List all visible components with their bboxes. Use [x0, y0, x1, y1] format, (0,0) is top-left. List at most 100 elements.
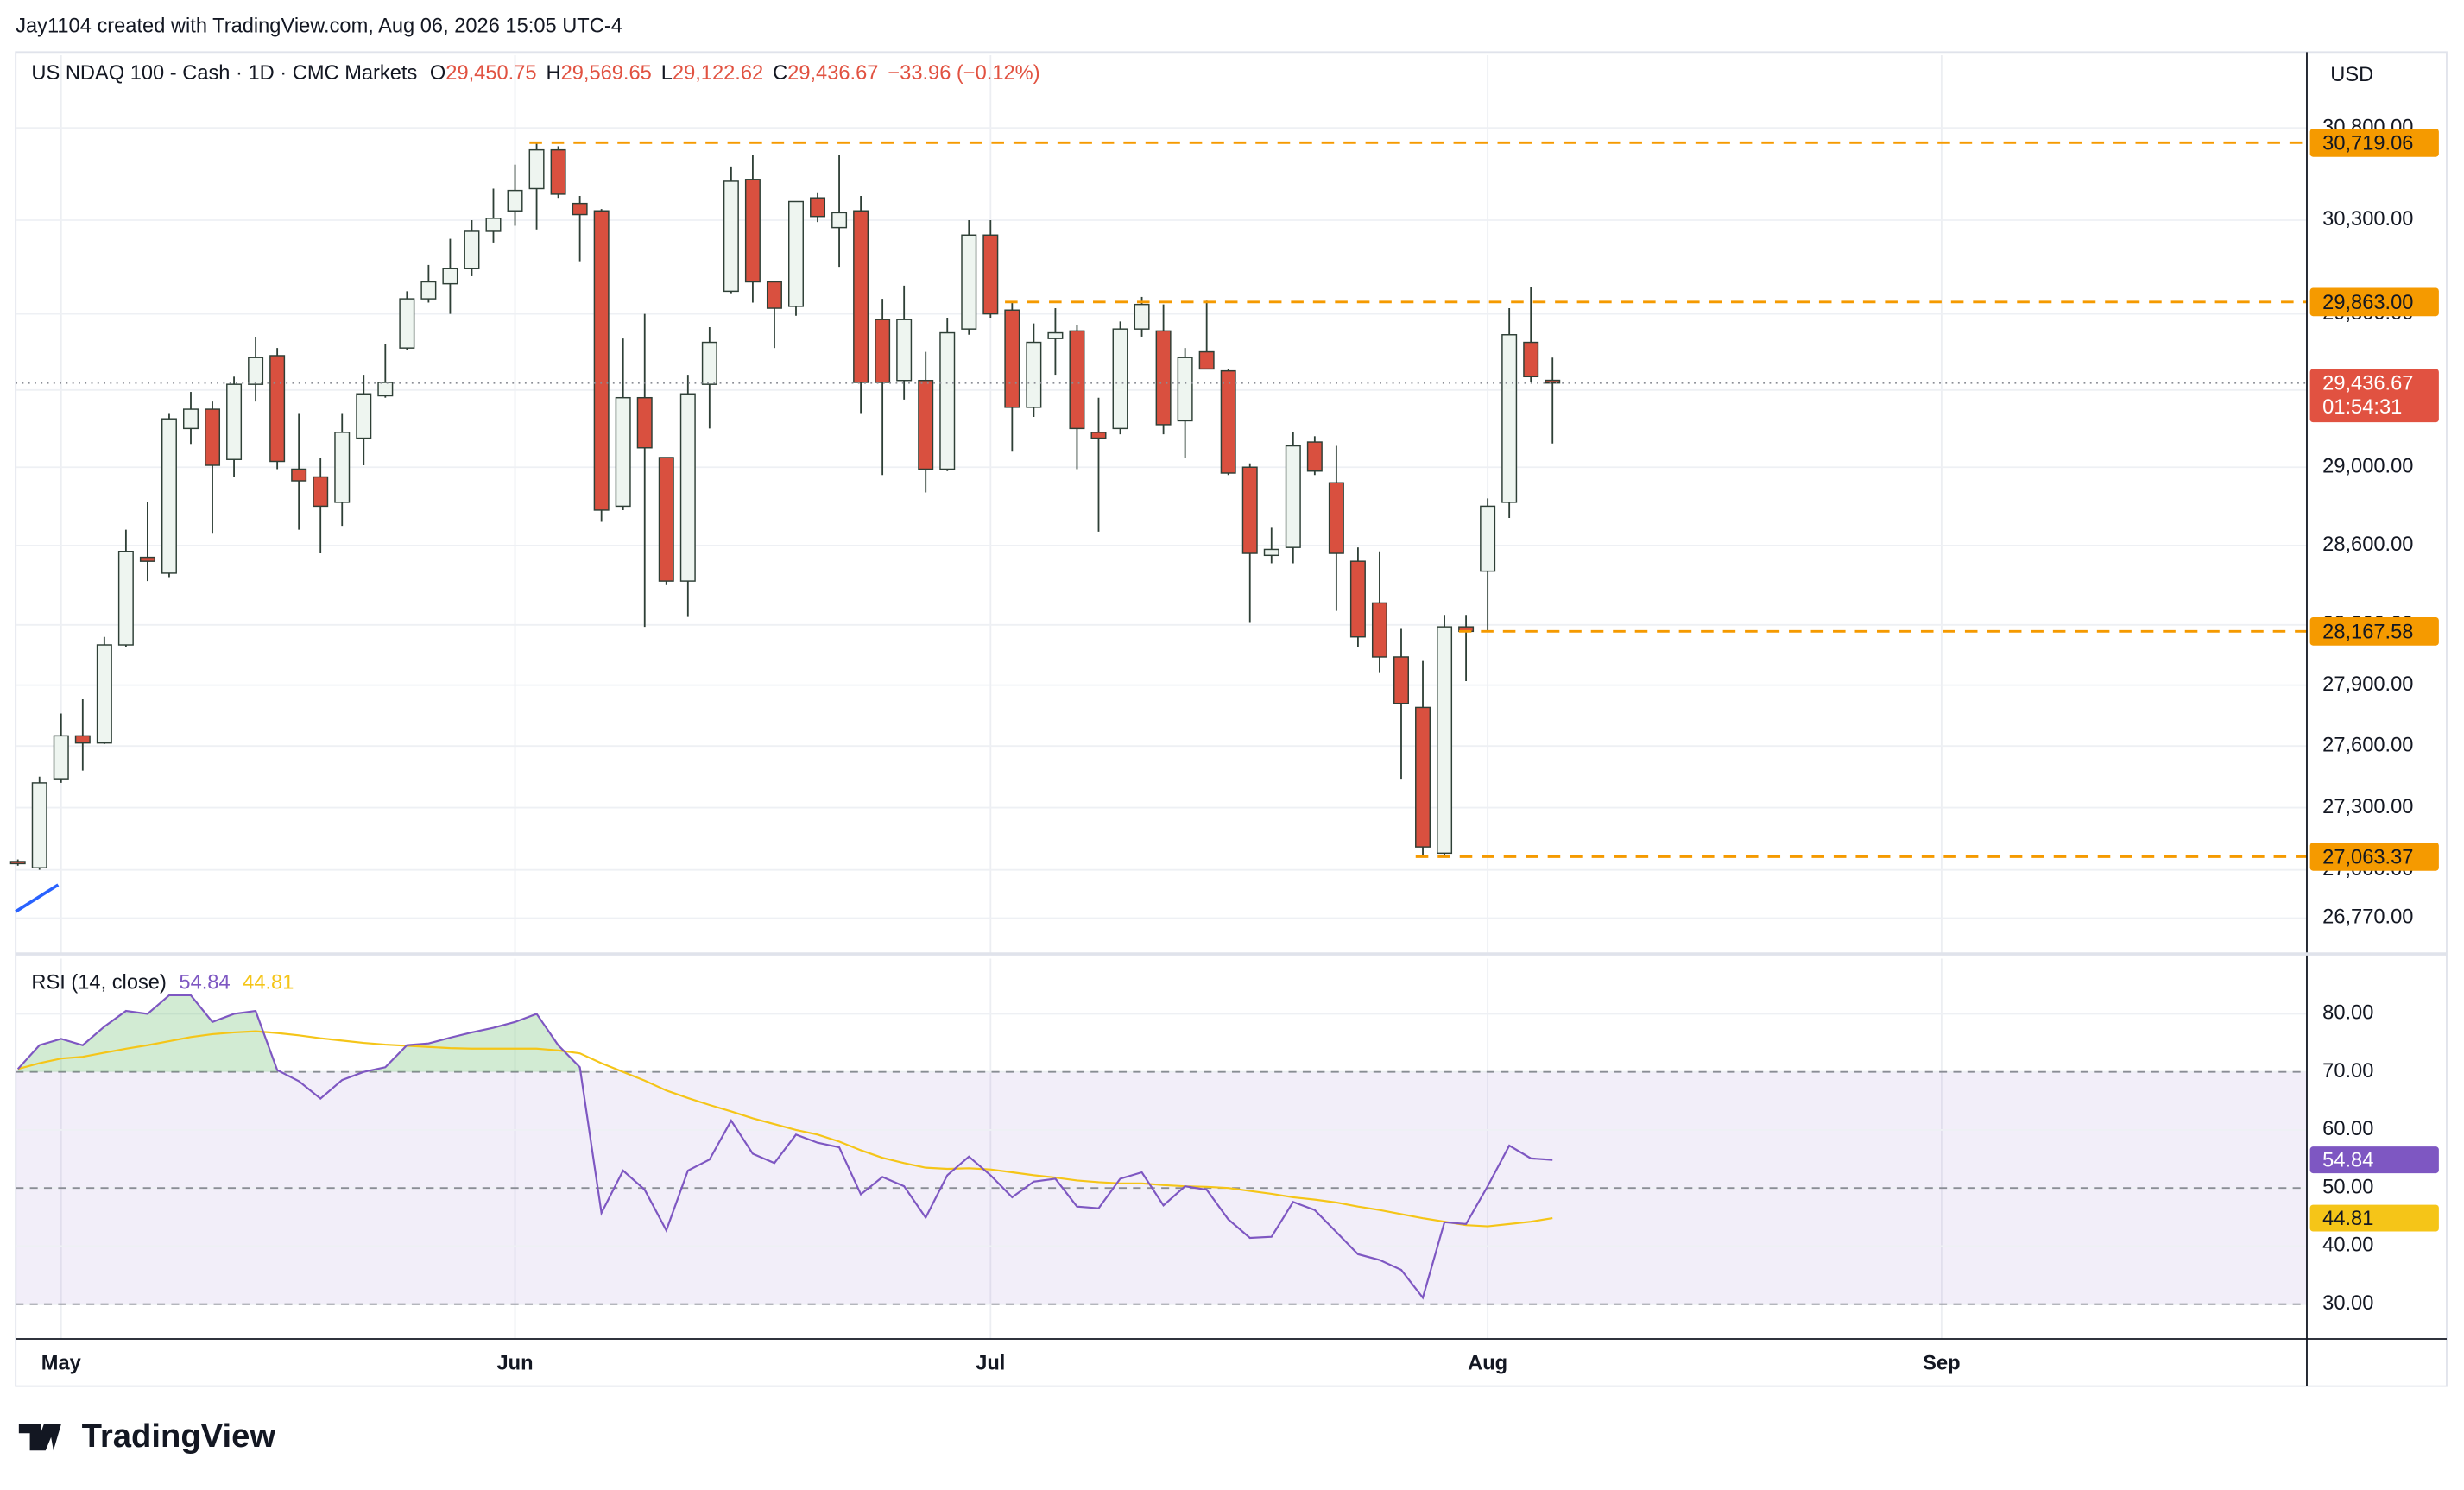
legend-title: US NDAQ 100 - Cash · 1D · CMC Markets — [31, 62, 417, 85]
candle-body — [1220, 369, 1236, 474]
candle-body — [744, 179, 761, 283]
y-tick-label: 50.00 — [2322, 1176, 2373, 1198]
legend-key: H — [546, 62, 560, 85]
candle-body — [1480, 505, 1496, 572]
candle-body — [572, 202, 588, 216]
price-line-box — [2309, 616, 2439, 646]
candle-body — [1285, 445, 1301, 548]
candle-body — [1501, 334, 1518, 503]
trend-line — [15, 883, 60, 913]
x-tick-label: Jul — [976, 1352, 1005, 1374]
price-line-box — [2309, 842, 2439, 871]
y-tick-label: 60.00 — [2322, 1118, 2373, 1140]
candle-body — [377, 382, 394, 397]
legend-value: 29,569.65 — [561, 62, 652, 85]
y-tick-label: 40.00 — [2322, 1234, 2373, 1257]
rsi-value-label: 44.81 — [2322, 1208, 2373, 1230]
currency: USD — [2330, 64, 2373, 86]
candle-body — [636, 396, 653, 449]
candle-body — [615, 396, 631, 508]
candle-body — [1090, 432, 1107, 439]
price-line-label: 27,063.37 — [2322, 846, 2413, 868]
candle-body — [96, 644, 112, 744]
rsi-value-label: 54.84 — [2322, 1150, 2373, 1172]
y-tick-label: 27,900.00 — [2322, 673, 2413, 696]
labels-layer: MayJunJulAugSep26,770.0027,000.0027,300.… — [31, 62, 2439, 1374]
credit: Jay1104 created with TradingView.com, Au… — [16, 15, 622, 37]
rsi-title: RSI (14, close) — [31, 972, 166, 994]
y-tick-label: 80.00 — [2322, 1002, 2373, 1025]
candle-body — [1523, 341, 1539, 378]
legend-change: −33.96 (−0.12%) — [888, 62, 1039, 85]
candle-body — [464, 230, 480, 269]
candle-body — [291, 468, 307, 482]
rsi-line — [16, 994, 1553, 1300]
y-tick-label: 28,600.00 — [2322, 533, 2413, 556]
marks-layer — [9, 141, 2307, 1300]
candle-body — [356, 393, 372, 439]
x-tick-label: Aug — [1468, 1352, 1507, 1374]
legend-value: 29,122.62 — [673, 62, 763, 85]
candle-body — [31, 782, 47, 868]
y-tick-label: 26,770.00 — [2322, 906, 2413, 929]
logo-text: TradingView — [82, 1417, 276, 1455]
candle-body — [1155, 330, 1172, 426]
candle-body — [139, 556, 155, 562]
y-tick-label: 30.00 — [2322, 1292, 2373, 1315]
last-price-label: 29,436.67 — [2322, 373, 2413, 395]
candle-body — [442, 268, 458, 285]
rsi-value-box — [2309, 1204, 2439, 1232]
candle-body — [74, 735, 91, 744]
candle-body — [1393, 656, 1409, 704]
legend: US NDAQ 100 - Cash · 1D · CMC Markets O 29… — [31, 62, 1039, 85]
candle-body — [9, 861, 26, 865]
candle-body — [1004, 309, 1020, 408]
legend-key: C — [773, 62, 787, 85]
legend-key: O — [430, 62, 445, 85]
candle-body — [1026, 341, 1042, 408]
candle-body — [53, 735, 69, 780]
candle-body — [117, 551, 134, 646]
candle-body — [982, 234, 999, 315]
legend-key: L — [661, 62, 673, 85]
y-tick-label: 27,600.00 — [2322, 734, 2413, 756]
candle-body — [1371, 602, 1387, 658]
candle-body — [420, 281, 437, 300]
candle-body — [161, 418, 177, 574]
price-line-label: 30,719.06 — [2322, 132, 2413, 155]
candle-body — [1198, 350, 1215, 370]
candle-body — [334, 432, 351, 503]
candle-body — [1112, 328, 1128, 430]
candle-body — [593, 210, 610, 511]
rsi-legend-value: 54.84 — [179, 972, 230, 994]
candle-body — [183, 408, 199, 430]
y-tick-label: 70.00 — [2322, 1060, 2373, 1083]
candle-body — [1306, 441, 1323, 472]
candle-body — [1263, 548, 1279, 557]
candle-body — [1328, 482, 1344, 554]
candle-body — [1349, 560, 1366, 638]
candle-body — [766, 281, 782, 309]
candle-body — [831, 212, 848, 229]
candle-body — [528, 148, 545, 190]
candle-body — [507, 189, 523, 212]
candle-body — [896, 319, 913, 382]
candle-body — [918, 379, 934, 470]
rsi-legend: RSI (14, close) 54.84 44.81 — [31, 972, 294, 994]
candle-body — [399, 298, 415, 349]
candle-body — [226, 383, 243, 460]
candle-body — [485, 218, 502, 232]
candle-body — [701, 341, 717, 385]
x-tick-label: Jun — [496, 1352, 533, 1374]
x-tick-label: Sep — [1923, 1352, 1960, 1374]
last-price-box — [2309, 369, 2439, 423]
candle-body — [1437, 626, 1453, 855]
price-line-box — [2309, 287, 2439, 317]
candle-body — [939, 331, 956, 470]
countdown: 01:54:31 — [2322, 396, 2402, 419]
candle-body — [1177, 357, 1193, 422]
y-tick-label: 29,000.00 — [2322, 455, 2413, 477]
